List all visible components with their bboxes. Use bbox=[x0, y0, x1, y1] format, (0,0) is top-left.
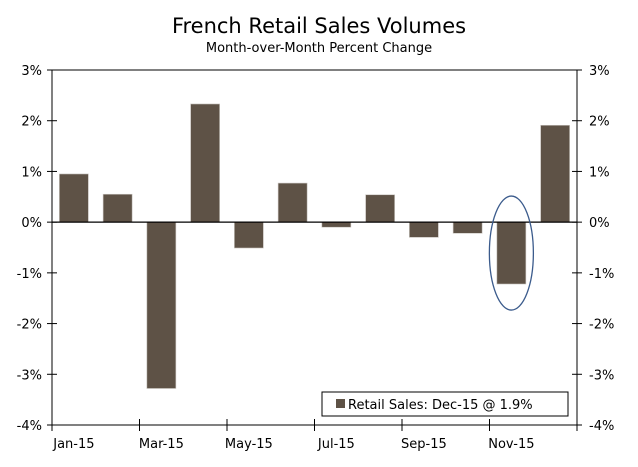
y-tick-label-left: 3% bbox=[21, 64, 42, 79]
y-tick-label-left: -3% bbox=[17, 368, 42, 383]
y-tick-label-right: 3% bbox=[589, 64, 610, 79]
bar-Feb-15 bbox=[102, 193, 133, 223]
chart-title: French Retail Sales Volumes bbox=[172, 14, 466, 38]
y-tick-label-left: 1% bbox=[21, 165, 42, 180]
bar-Jan-15 bbox=[59, 173, 89, 223]
bar-Jul-15 bbox=[321, 221, 352, 228]
x-tick-label: Jul-15 bbox=[317, 437, 355, 452]
chart-subtitle: Month-over-Month Percent Change bbox=[206, 41, 432, 56]
bar-Sep-15 bbox=[409, 221, 439, 238]
y-tick-label-right: -3% bbox=[589, 368, 614, 383]
bar-Aug-15 bbox=[365, 194, 395, 223]
bar-Mar-15 bbox=[146, 221, 177, 389]
y-tick-label-left: -2% bbox=[17, 318, 42, 333]
y-tick-label-left: 0% bbox=[21, 216, 42, 231]
bar-Oct-15 bbox=[452, 221, 483, 234]
bar-Jun-15 bbox=[277, 182, 308, 223]
legend-box bbox=[321, 391, 569, 417]
y-tick-label-left: 2% bbox=[21, 115, 42, 130]
y-tick-label-right: -1% bbox=[589, 267, 614, 282]
y-tick-label-right: 2% bbox=[589, 115, 610, 130]
bar-Nov-15 bbox=[496, 221, 527, 285]
bar-Apr-15 bbox=[190, 103, 220, 223]
bar-Dec-15 bbox=[540, 124, 570, 223]
bar-May-15 bbox=[234, 221, 264, 249]
x-tick-label: Jan-15 bbox=[52, 437, 94, 452]
x-tick-label: Sep-15 bbox=[401, 437, 447, 452]
y-tick-label-left: -4% bbox=[17, 419, 42, 434]
y-tick-label-right: -2% bbox=[589, 318, 614, 333]
legend-swatch bbox=[336, 399, 345, 408]
x-tick-label: May-15 bbox=[225, 437, 273, 452]
x-tick-label: Mar-15 bbox=[139, 437, 184, 452]
highlight-ellipse bbox=[488, 195, 535, 311]
y-tick-label-right: -4% bbox=[589, 419, 614, 434]
y-tick-label-left: -1% bbox=[17, 267, 42, 282]
y-tick-label-right: 1% bbox=[589, 165, 610, 180]
legend-label: Retail Sales: Dec-15 @ 1.9% bbox=[348, 398, 533, 413]
y-tick-label-right: 0% bbox=[589, 216, 610, 231]
x-tick-label: Nov-15 bbox=[488, 437, 534, 452]
